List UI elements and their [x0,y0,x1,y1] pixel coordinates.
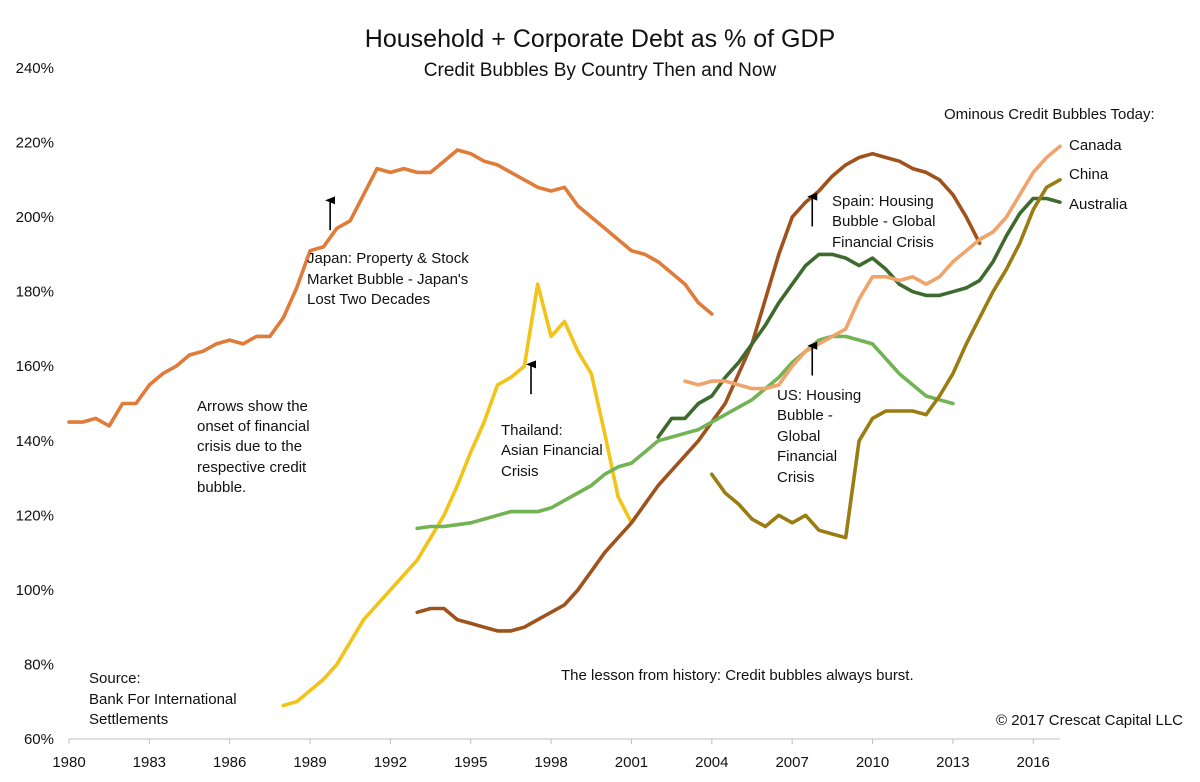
x-tick-label: 1995 [454,754,487,771]
chart-title: Household + Corporate Debt as % of GDP [365,25,835,53]
series-line-us [415,334,955,531]
spain-note-line-3: Financial Crisis [832,234,934,251]
y-tick-label: 60% [24,731,54,748]
copyright: © 2017 Crescat Capital LLC [996,712,1183,729]
crisis-arrows [325,192,818,395]
legend-china: China [1069,166,1109,183]
x-tick-label: 1986 [213,754,246,771]
japan-note-line-1: Japan: Property & Stock [307,250,469,267]
series-line-australia [709,178,1062,540]
lesson-note: The lesson from history: Credit bubbles … [561,667,914,684]
series-line-china [656,196,1062,439]
x-tick-label: 2010 [856,754,889,771]
source-note: Source: Bank For International Settlemen… [89,670,237,728]
x-axis: 1980 1983 1986 1989 1992 1995 1998 2001 2004 2007… [52,738,1060,771]
y-tick-label: 100% [16,582,54,599]
thailand-note-line-2: Asian Financial [501,442,603,459]
arrows-note-line-5: bubble. [197,479,246,496]
arrows-note: Arrows show the onset of financial crisi… [197,398,310,496]
x-tick-label: 2004 [695,754,728,771]
x-tick-label: 1998 [534,754,567,771]
us-note-line-3: Global [777,428,820,445]
japan-note-line-3: Lost Two Decades [307,291,430,308]
arrows-note-line-3: crisis due to the [197,438,302,455]
y-tick-label: 200% [16,209,54,226]
series-line-canada [683,144,1062,391]
y-tick-label: 120% [16,507,54,524]
x-tick-label: 2001 [615,754,648,771]
thailand-note-line-3: Crisis [501,463,539,480]
x-tick-label: 1989 [293,754,326,771]
y-tick-label: 220% [16,135,54,152]
series-line-thailand [281,282,634,708]
japan-annotation: Japan: Property & Stock Market Bubble - … [307,250,469,308]
spain-annotation: Spain: Housing Bubble - Global Financial… [832,193,935,251]
us-note-line-2: Bubble - [777,407,833,424]
chart-subtitle: Credit Bubbles By Country Then and Now [424,60,777,81]
y-tick-label: 180% [16,284,54,301]
source-line-1: Source: [89,670,141,687]
us-note-line-4: Financial [777,448,837,465]
us-annotation: US: Housing Bubble - Global Financial Cr… [777,387,861,486]
legend-canada: Canada [1069,137,1122,154]
series-layer [67,144,1062,708]
thailand-annotation: Thailand: Asian Financial Crisis [501,422,603,480]
x-tick-label: 2016 [1017,754,1050,771]
source-line-3: Settlements [89,711,168,728]
y-tick-label: 160% [16,358,54,375]
thailand-note-line-1: Thailand: [501,422,563,439]
arrows-note-line-2: onset of financial [197,418,310,435]
series-line-spain [415,151,982,633]
us-note-line-5: Crisis [777,469,815,486]
y-tick-label: 240% [16,60,54,77]
series-line-japan [67,148,714,428]
x-tick-label: 2013 [936,754,969,771]
spain-note-line-1: Spain: Housing [832,193,934,210]
source-line-2: Bank For International [89,691,237,708]
us-note-line-1: US: Housing [777,387,861,404]
y-axis: 60% 80% 100% 120% 140% 160% 180% 200% 220% 240% [16,60,54,748]
arrows-note-line-4: respective credit [197,459,307,476]
x-tick-label: 1983 [133,754,166,771]
japan-note-line-2: Market Bubble - Japan's [307,271,468,288]
y-tick-label: 140% [16,433,54,450]
x-tick-label: 1992 [374,754,407,771]
spain-note-line-2: Bubble - Global [832,213,935,230]
y-tick-label: 80% [24,656,54,673]
arrows-note-line-1: Arrows show the [197,398,308,415]
legend-australia: Australia [1069,196,1128,213]
today-header: Ominous Credit Bubbles Today: [944,106,1155,123]
x-tick-label: 2007 [775,754,808,771]
x-tick-label: 1980 [52,754,85,771]
